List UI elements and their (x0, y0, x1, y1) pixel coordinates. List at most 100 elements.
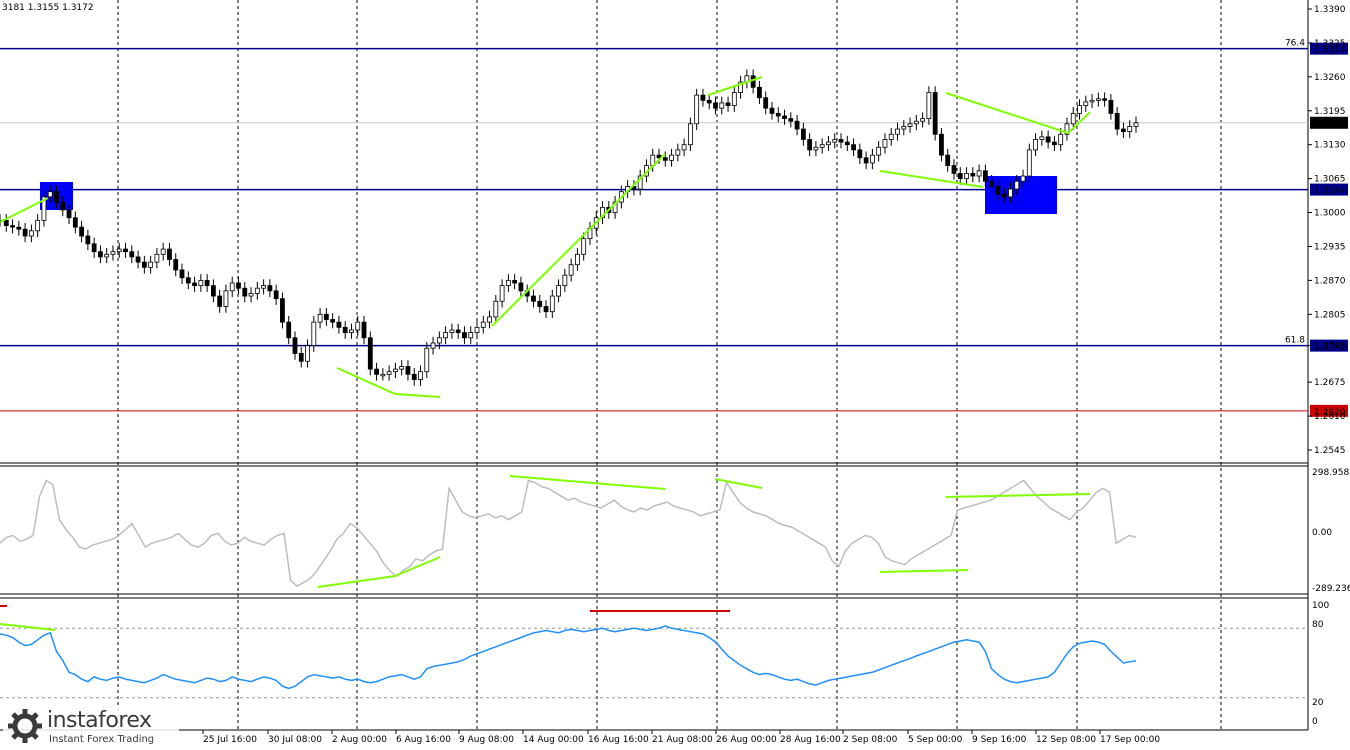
candle-body (10, 225, 15, 228)
candle-body (706, 99, 712, 104)
candle-body (518, 282, 524, 292)
candle-body (60, 201, 66, 211)
rsi-tick-label: 0 (1312, 717, 1318, 727)
time-tick-label: 28 Aug 16:00 (780, 735, 841, 745)
time-tick-label: 16 Aug 16:00 (588, 735, 649, 745)
candle-body (1102, 98, 1108, 101)
candle-body (79, 226, 84, 237)
divergence-line (945, 92, 1069, 134)
candle-body (964, 172, 969, 180)
price-tick-label: 1.2545 (1314, 446, 1346, 456)
candle-body (367, 337, 373, 370)
price-tick-label: 1.3000 (1314, 209, 1346, 219)
candle-body (995, 186, 1001, 195)
cci-series (0, 479, 1137, 588)
candle-body (989, 180, 995, 187)
current-price-tag (1310, 116, 1348, 129)
candle-body (135, 256, 141, 263)
candle-body (882, 139, 888, 148)
candle-body (286, 321, 292, 339)
candle-body (700, 94, 706, 101)
candle-body (581, 238, 587, 255)
candle-body (323, 313, 329, 320)
candle-body (1108, 99, 1114, 114)
candle-body (280, 298, 285, 323)
level-tag-1.2620 (1310, 404, 1348, 417)
candle-body (1127, 126, 1133, 133)
candle-body (129, 251, 135, 258)
time-tick-label: 21 Aug 08:00 (652, 735, 713, 745)
candle-body (719, 102, 725, 109)
candle-body (1020, 175, 1026, 182)
divergence-line (491, 153, 666, 327)
candle-body (543, 306, 549, 313)
level-tag-text-1.2745: 1.2745 (1314, 343, 1346, 353)
candle-body (863, 157, 869, 164)
candle-body (851, 144, 856, 151)
candle-body (512, 279, 518, 284)
candle-body (236, 282, 241, 289)
candle-body (305, 345, 310, 362)
rsi-series (0, 625, 1137, 690)
current-price-text: 1.3172 (1314, 120, 1346, 130)
candle-body (945, 154, 951, 166)
candle-body (123, 248, 128, 253)
zone-box (985, 176, 1057, 214)
price-tick-label: 1.3325 (1314, 39, 1346, 49)
candle-body (141, 261, 147, 268)
candle-body (907, 123, 913, 127)
rsi-tick-label: 80 (1312, 620, 1324, 630)
candle-body (35, 219, 41, 232)
candle-body (242, 287, 248, 297)
candle-body (951, 165, 957, 174)
candle-body (355, 321, 361, 331)
price-tick-label: 1.2870 (1314, 276, 1346, 286)
vertical-gridlines (117, 0, 1222, 730)
candle-body (455, 329, 461, 333)
candle-body (1052, 141, 1057, 146)
candle-body (493, 300, 499, 318)
level-tag-1.3044 (1310, 183, 1348, 196)
price-tick-label: 1.2935 (1314, 242, 1346, 252)
logo-name: instaforex (47, 708, 152, 733)
candle-body (876, 146, 882, 156)
candle-body (254, 287, 260, 294)
candle-body (537, 300, 543, 307)
divergence-lines (0, 76, 1091, 631)
candle-body (66, 209, 72, 219)
time-tick-label: 12 Sep 08:00 (1036, 735, 1096, 745)
candle-body (399, 366, 405, 370)
candle-body (487, 316, 492, 323)
candle-body (1070, 112, 1076, 125)
candle-body (342, 326, 348, 333)
candle-body (110, 251, 116, 255)
candle-body (838, 139, 844, 143)
price-tick-label: 1.3390 (1314, 5, 1346, 15)
candle-body (819, 144, 825, 148)
price-tick-label: 1.2745 (1314, 342, 1346, 352)
candle-body (713, 102, 718, 109)
candle-body (901, 126, 907, 130)
candle-body (531, 295, 536, 302)
candle-body (1114, 112, 1120, 130)
cci-line (0, 479, 1137, 588)
candle-body (844, 141, 850, 146)
candle-body (210, 285, 216, 297)
candle-body (1014, 180, 1020, 190)
candle-body (1064, 123, 1070, 135)
level-tag-1.2745 (1310, 339, 1348, 352)
price-panel (0, 0, 1308, 463)
axis-labels: 1.3390 1.3325 1.3260 1.3195 1.3130 1.3065 1.30… (202, 5, 1350, 745)
candle-body (85, 235, 91, 245)
instaforex-logo-icon (8, 709, 42, 743)
candle-body (98, 251, 103, 258)
divergence-line (0, 623, 56, 631)
candle-body (462, 332, 467, 339)
candle-body (173, 259, 179, 271)
candle-body (675, 149, 681, 156)
horizontal-levels: 76.4 1.3314 1.3044 61.8 1.2745 1.2620 1.3172 (0, 39, 1348, 418)
divergence-line (879, 170, 984, 188)
divergence-line (714, 478, 763, 489)
price-tick-label: 1.3065 (1314, 175, 1346, 185)
